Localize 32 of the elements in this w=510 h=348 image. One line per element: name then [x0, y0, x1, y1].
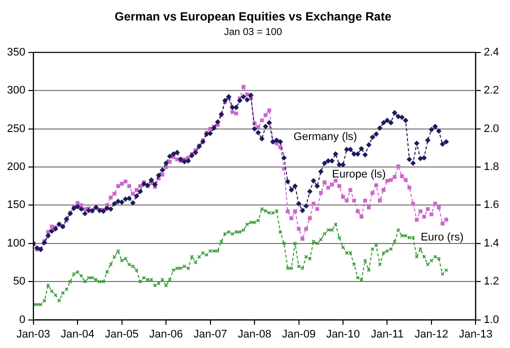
y-tick-label: 350: [6, 46, 26, 58]
y2-tick-label: 2.2: [484, 84, 500, 97]
y2-tick-label: 1.2: [484, 276, 500, 288]
y-tick-label: 50: [13, 276, 26, 288]
x-tick-label: Jan-08: [238, 328, 272, 340]
y-tick-label: 0: [19, 314, 26, 326]
y2-tick-label: 1.4: [484, 237, 500, 250]
x-tick-label: Jan-12: [414, 328, 448, 340]
x-tick-label: Jan-03: [16, 328, 50, 340]
chart-subtitle: Jan 03 = 100: [224, 27, 282, 38]
x-tick-label: Jan-04: [60, 328, 94, 340]
y-tick-label: 200: [6, 161, 26, 174]
series-label: Euro (rs): [420, 231, 464, 244]
y2-tick-label: 1.0: [484, 314, 500, 326]
series-label: Europe (ls): [332, 168, 386, 180]
x-tick-label: Jan-09: [282, 328, 316, 340]
x-tick-label: Jan-06: [149, 328, 183, 340]
y2-tick-label: 1.6: [484, 199, 500, 212]
x-tick-label: Jan-13: [458, 328, 493, 340]
x-tick-label: Jan-07: [193, 328, 228, 340]
y2-tick-label: 2.4: [484, 46, 500, 58]
y-tick-label: 300: [6, 84, 26, 97]
y-tick-label: 150: [6, 199, 26, 212]
y2-tick-label: 1.8: [484, 161, 500, 174]
y-tick-label: 100: [6, 237, 26, 250]
series-label: Germany (ls): [294, 130, 358, 143]
y2-tick-label: 2.0: [484, 122, 500, 135]
chart-title: German vs European Equities vs Exchange Rate: [114, 10, 392, 24]
x-tick-label: Jan-11: [370, 328, 404, 340]
x-tick-label: Jan-05: [105, 328, 139, 340]
y-tick-label: 250: [6, 122, 26, 135]
x-tick-label: Jan-10: [326, 328, 360, 340]
